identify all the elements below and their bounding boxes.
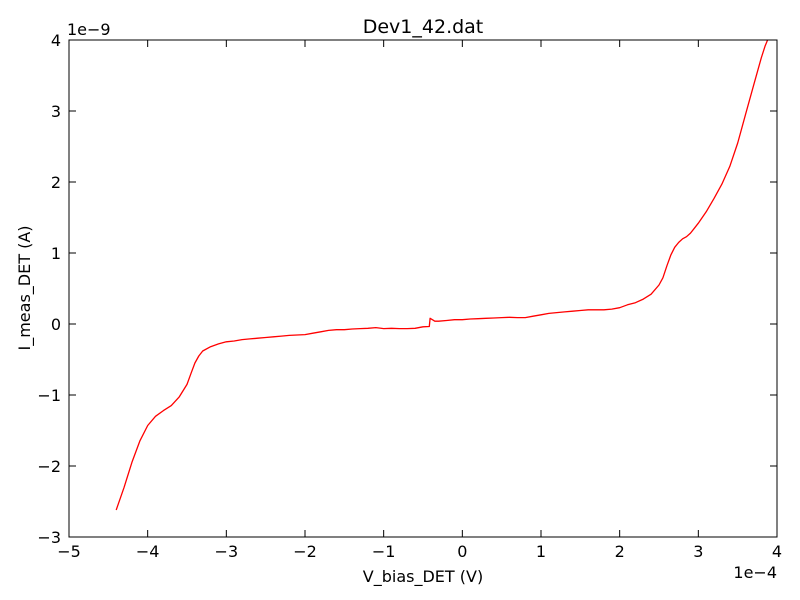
y-tick-label: 3	[51, 102, 61, 121]
ticks-layer: −5 −4 −3 −2 −1 0 1 2 3 4 −3 −2 −1 0 1 2 3 4	[37, 31, 782, 561]
y-tick-label: 2	[51, 173, 61, 192]
series-line-0	[115, 40, 769, 511]
x-tick-label: −5	[57, 542, 81, 561]
chart-title: Dev1_42.dat	[363, 16, 484, 38]
x-tick-label: 2	[615, 542, 625, 561]
x-tick-label: 1	[536, 542, 546, 561]
x-tick-label: −1	[372, 542, 396, 561]
y-tick-label: −3	[37, 528, 61, 547]
y-tick-label: 4	[51, 31, 61, 50]
y-offset-label: 1e−9	[67, 20, 111, 39]
x-axis-label: V_bias_DET (V)	[363, 567, 483, 587]
x-tick-label: 3	[693, 542, 703, 561]
x-tick-label: −2	[293, 542, 317, 561]
plot-frame	[68, 39, 778, 538]
x-tick-label: 4	[772, 542, 782, 561]
x-offset-label: 1e−4	[733, 563, 777, 582]
y-tick-label: 0	[51, 315, 61, 334]
y-axis-label: I_meas_DET (A)	[15, 225, 35, 350]
x-tick-label: −3	[215, 542, 239, 561]
series-layer	[115, 40, 769, 511]
x-tick-label: −4	[136, 542, 160, 561]
y-tick-label: 1	[51, 244, 61, 263]
y-tick-label: −2	[37, 457, 61, 476]
x-tick-label: 0	[457, 542, 467, 561]
y-tick-label: −1	[37, 386, 61, 405]
